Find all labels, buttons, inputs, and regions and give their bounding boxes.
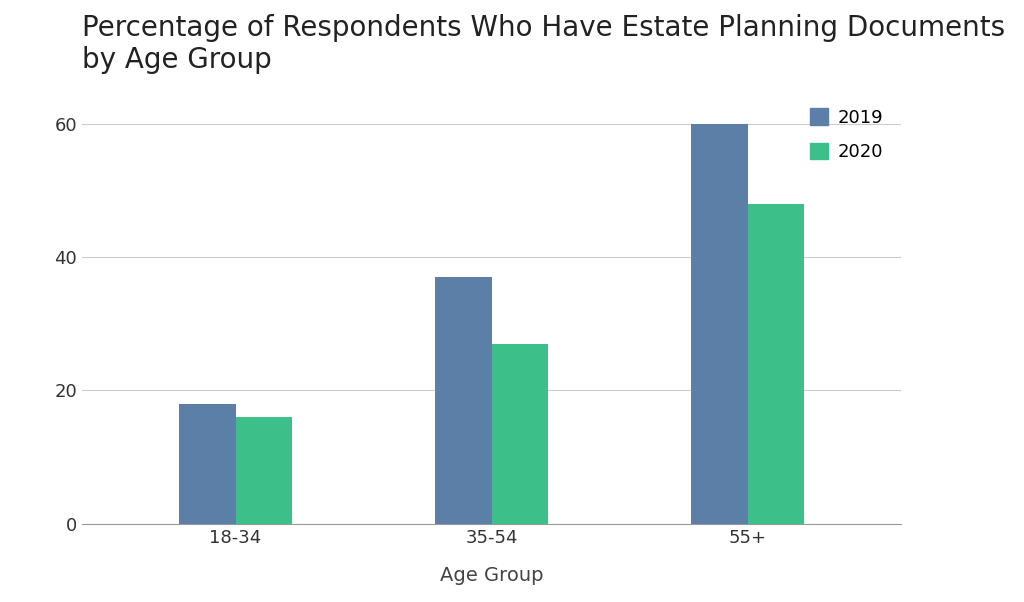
Bar (748, 203, 804, 524)
X-axis label: Age Group: Age Group (439, 566, 544, 585)
Text: Percentage of Respondents Who Have Estate Planning Documents
by Age Group: Percentage of Respondents Who Have Estat… (82, 14, 1005, 74)
Bar (435, 277, 492, 524)
Bar (179, 404, 236, 524)
Bar (492, 344, 548, 524)
Bar (691, 123, 748, 524)
Legend: 2019, 2020: 2019, 2020 (802, 99, 892, 170)
Bar (236, 417, 292, 524)
